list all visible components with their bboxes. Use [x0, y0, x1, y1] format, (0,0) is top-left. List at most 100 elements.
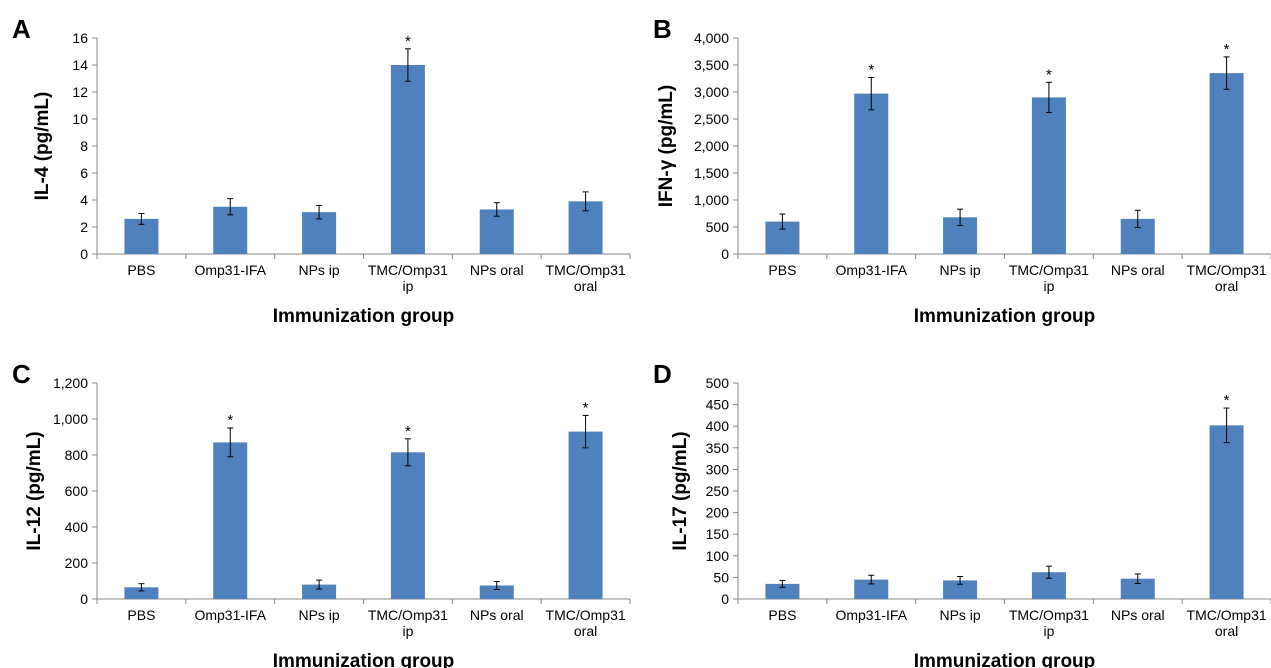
- y-tick-label: 2: [80, 219, 88, 235]
- significance-star: *: [405, 33, 411, 50]
- y-tick-label: 1,500: [694, 165, 729, 181]
- x-axis-title: Immunization group: [914, 651, 1096, 668]
- significance-star: *: [868, 61, 874, 78]
- x-tick-label: TMC/Omp31: [368, 262, 448, 278]
- x-tick-label: TMC/Omp31: [546, 607, 626, 623]
- x-axis-title: Immunization group: [273, 306, 455, 327]
- y-tick-label: 0: [721, 591, 729, 607]
- error-bar-5: [493, 581, 500, 590]
- error-bar-1: [138, 583, 145, 592]
- bar-4: [390, 65, 425, 254]
- error-bar-4: [404, 48, 411, 82]
- y-tick-label: 4,000: [694, 30, 729, 46]
- x-tick-label: Omp31-IFA: [835, 607, 907, 623]
- y-tick-label: 14: [72, 57, 88, 73]
- x-tick-label: PBS: [127, 262, 155, 278]
- y-tick-label: 0: [80, 591, 88, 607]
- error-bar-2: [868, 574, 875, 585]
- bar-6: [1209, 425, 1244, 599]
- y-tick-label: 200: [65, 555, 89, 571]
- x-tick-label: Omp31-IFA: [194, 262, 266, 278]
- bar-4: [390, 452, 425, 599]
- error-bar-5: [493, 202, 500, 217]
- x-tick-label: NPs oral: [470, 607, 524, 623]
- y-tick-label: 150: [706, 526, 730, 542]
- error-bar-4: [1045, 565, 1052, 579]
- chart-panel-d: D 0 50 100 150 200 250 300 350 400 450 500 PBS Omp31-…: [653, 359, 1271, 668]
- y-tick-label: 350: [706, 440, 730, 456]
- error-bar-5: [1134, 209, 1141, 229]
- y-tick-label: 0: [80, 246, 88, 262]
- x-tick-label: TMC/Omp31: [1009, 607, 1089, 623]
- x-tick-label: oral: [1215, 623, 1238, 639]
- y-tick-label: 800: [65, 447, 89, 463]
- error-bar-6: [582, 414, 589, 449]
- x-tick-label: NPs ip: [939, 607, 980, 623]
- y-tick-label: 100: [706, 548, 730, 564]
- y-tick-label: 2,000: [694, 138, 729, 154]
- error-bar-6: [1223, 56, 1230, 90]
- y-tick-label: 1,200: [53, 375, 88, 391]
- error-bar-1: [779, 213, 786, 230]
- y-tick-label: 3,500: [694, 57, 729, 73]
- x-axis-title: Immunization group: [914, 306, 1096, 327]
- y-tick-label: 50: [713, 569, 729, 585]
- x-tick-label: oral: [574, 623, 597, 639]
- y-tick-label: 8: [80, 138, 88, 154]
- y-tick-label: 1,000: [53, 411, 88, 427]
- x-tick-label: NPs oral: [1111, 262, 1165, 278]
- error-bar-2: [227, 198, 234, 216]
- bar-2: [854, 579, 889, 599]
- bar-5: [479, 209, 514, 254]
- bar-2: [213, 442, 248, 599]
- significance-star: *: [227, 412, 233, 429]
- error-bar-3: [316, 204, 323, 220]
- x-axis-title: Immunization group: [273, 651, 455, 668]
- y-tick-label: 1,000: [694, 192, 729, 208]
- error-bar-1: [138, 213, 145, 225]
- error-bar-1: [779, 579, 786, 588]
- panel-letter: C: [12, 359, 31, 389]
- y-tick-label: 450: [706, 397, 730, 413]
- y-tick-label: 4: [80, 192, 88, 208]
- y-tick-label: 3,000: [694, 84, 729, 100]
- x-tick-label: oral: [574, 278, 597, 294]
- y-tick-label: 10: [72, 111, 88, 127]
- x-tick-label: PBS: [768, 262, 796, 278]
- y-tick-label: 600: [65, 483, 89, 499]
- error-bar-4: [404, 438, 411, 467]
- error-bar-2: [868, 76, 875, 111]
- x-tick-label: TMC/Omp31: [368, 607, 448, 623]
- bar-5: [1120, 578, 1155, 599]
- panel-letter: A: [12, 14, 31, 44]
- error-bar-3: [957, 576, 964, 585]
- y-tick-label: 300: [706, 461, 730, 477]
- chart-panel-a: A 0 2 4 6 8 10 12 14 16 PBS Omp31-IFA NPs ip * TMC/Omp…: [12, 14, 631, 327]
- x-tick-label: ip: [402, 623, 413, 639]
- x-tick-label: TMC/Omp31: [546, 262, 626, 278]
- bar-4: [1031, 97, 1066, 255]
- y-tick-label: 16: [72, 30, 88, 46]
- x-tick-label: NPs ip: [939, 262, 980, 278]
- x-tick-label: TMC/Omp31: [1009, 262, 1089, 278]
- bar-1: [765, 583, 800, 599]
- y-tick-label: 500: [706, 375, 730, 391]
- error-bar-3: [957, 208, 964, 226]
- error-bar-5: [1134, 573, 1141, 584]
- significance-star: *: [583, 399, 589, 416]
- error-bar-6: [1223, 407, 1230, 444]
- significance-star: *: [1224, 392, 1230, 409]
- bar-3: [943, 580, 978, 599]
- x-tick-label: Omp31-IFA: [835, 262, 907, 278]
- x-tick-label: PBS: [768, 607, 796, 623]
- error-bar-3: [316, 579, 323, 590]
- y-tick-label: 200: [706, 505, 730, 521]
- chart-panel-c: C 0 200 400 600 800 1,000 1,200 PBS * Omp31-IFA NPs…: [12, 359, 631, 668]
- x-tick-label: TMC/Omp31: [1187, 607, 1267, 623]
- significance-star: *: [1224, 41, 1230, 58]
- y-tick-label: 400: [706, 418, 730, 434]
- panel-letter: B: [653, 14, 672, 44]
- bar-6: [1209, 73, 1244, 254]
- y-tick-label: 400: [65, 519, 89, 535]
